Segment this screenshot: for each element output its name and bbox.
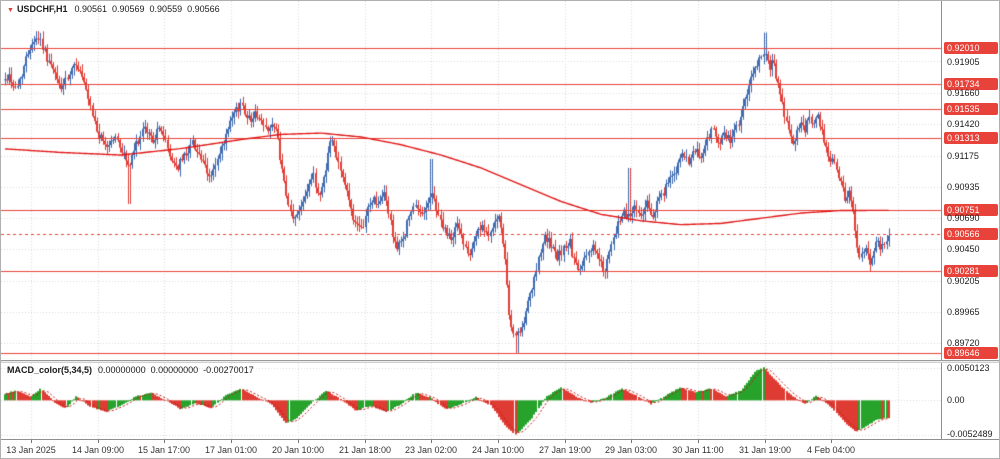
price-level-badge: 0.89646 — [944, 346, 998, 359]
time-tick — [365, 440, 366, 443]
chart-ohlc-header: ▼ USDCHF,H1 0.90561 0.90569 0.90559 0.90566 — [7, 4, 225, 14]
time-tick — [831, 440, 832, 443]
time-tick — [631, 440, 632, 443]
symbol-marker-icon: ▼ — [7, 7, 14, 14]
macd-pane[interactable]: MACD_color(5,34,5) 0.00000000 0.00000000 -0… — [1, 363, 999, 439]
time-tick — [98, 440, 99, 443]
time-tick-label: 4 Feb 04:00 — [806, 445, 856, 455]
ohlc-high-value: 0.90569 — [112, 4, 145, 14]
macd-value-2: 0.00000000 — [150, 365, 199, 375]
time-tick-label: 23 Jan 02:00 — [404, 445, 458, 455]
macd-value-3: -0.00270017 — [203, 365, 254, 375]
pane-splitter[interactable] — [1, 360, 999, 363]
price-tick-label: 0.91420 — [947, 119, 980, 130]
time-tick-label: 13 Jan 2025 — [6, 445, 56, 455]
price-level-badge: 0.91313 — [944, 131, 998, 144]
time-tick — [164, 440, 165, 443]
macd-tick-label: 0.00 — [947, 395, 965, 406]
symbol-timeframe-label: USDCHF,H1 — [16, 4, 68, 14]
ohlc-low-value: 0.90559 — [149, 4, 183, 14]
time-tick-label: 29 Jan 03:00 — [604, 445, 658, 455]
macd-indicator-name: MACD_color(5,34,5) — [7, 365, 93, 375]
time-tick-label: 27 Jan 19:00 — [538, 445, 592, 455]
time-tick — [765, 440, 766, 443]
macd-tick-label: 0.0050123 — [947, 363, 990, 373]
price-tick-label: 0.91660 — [947, 88, 980, 99]
time-tick — [431, 440, 432, 443]
ohlc-open-value: 0.90561 — [74, 4, 107, 14]
price-axis[interactable]: 0.92010 0.91905 0.91734 0.91660 0.91535 0.914… — [941, 1, 999, 360]
time-tick — [498, 440, 499, 443]
ohlc-close-value: 0.90566 — [187, 4, 220, 14]
time-tick-label: 31 Jan 19:00 — [738, 445, 792, 455]
macd-chart-canvas[interactable] — [1, 363, 941, 439]
macd-value-1: 0.00000000 — [98, 365, 146, 375]
time-tick — [298, 440, 299, 443]
price-tick-label: 0.90205 — [947, 275, 980, 286]
price-level-badge: 0.92010 — [944, 42, 998, 54]
price-tick-label: 0.91175 — [947, 150, 979, 161]
time-tick — [698, 440, 699, 443]
price-level-badge: 0.91535 — [944, 103, 998, 116]
time-tick — [31, 440, 32, 443]
price-tick-label: 0.91905 — [947, 56, 980, 67]
macd-axis[interactable]: 0.0050123 0.00 -0.0052489 — [941, 363, 999, 439]
price-tick-label: 0.90690 — [947, 213, 980, 224]
macd-tick-label: -0.0052489 — [947, 429, 993, 439]
time-tick-label: 20 Jan 10:00 — [271, 445, 325, 455]
price-chart-canvas[interactable] — [1, 1, 941, 360]
price-tick-label: 0.89720 — [947, 338, 980, 349]
time-tick-label: 24 Jan 10:00 — [471, 445, 525, 455]
price-tick-label: 0.90935 — [947, 181, 980, 192]
price-tick-label: 0.90450 — [947, 244, 980, 255]
price-level-badge: 0.90751 — [944, 204, 998, 217]
time-tick — [565, 440, 566, 443]
price-tick-label: 0.89965 — [947, 306, 980, 317]
time-tick-label: 14 Jan 09:00 — [71, 445, 125, 455]
time-tick — [231, 440, 232, 443]
time-tick-label: 21 Jan 18:00 — [338, 445, 392, 455]
macd-header: MACD_color(5,34,5) 0.00000000 0.00000000 -0… — [7, 365, 259, 375]
time-tick-label: 15 Jan 17:00 — [137, 445, 191, 455]
price-level-badge: 0.90281 — [944, 265, 998, 277]
time-tick-label: 17 Jan 01:00 — [204, 445, 258, 455]
time-axis[interactable]: 13 Jan 2025 14 Jan 09:00 15 Jan 17:00 17 Ja… — [1, 439, 999, 458]
price-level-badge: 0.91734 — [944, 77, 998, 90]
time-tick-label: 30 Jan 11:00 — [672, 445, 724, 455]
current-price-badge: 0.90566 — [944, 228, 998, 241]
price-pane[interactable]: ▼ USDCHF,H1 0.90561 0.90569 0.90559 0.90566 0… — [1, 1, 999, 360]
